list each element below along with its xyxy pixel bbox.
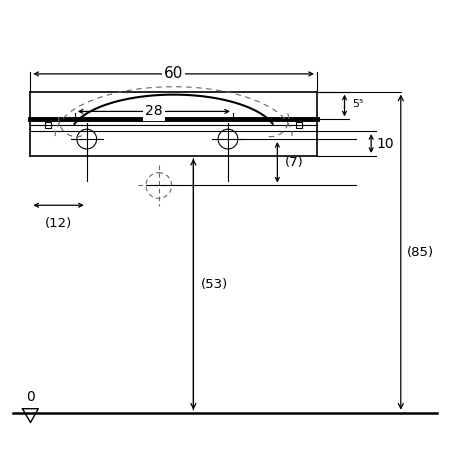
Text: 28: 28 [145,104,163,118]
Text: 0: 0 [26,390,35,404]
Bar [45,122,51,128]
Bar [296,122,302,128]
Text: (53): (53) [201,278,229,291]
Text: (85): (85) [407,246,434,259]
Text: 60: 60 [164,67,183,81]
Text: (7): (7) [285,156,304,169]
Text: 5⁵: 5⁵ [352,99,364,108]
Text: (12): (12) [45,217,72,230]
Text: 10: 10 [376,136,394,150]
